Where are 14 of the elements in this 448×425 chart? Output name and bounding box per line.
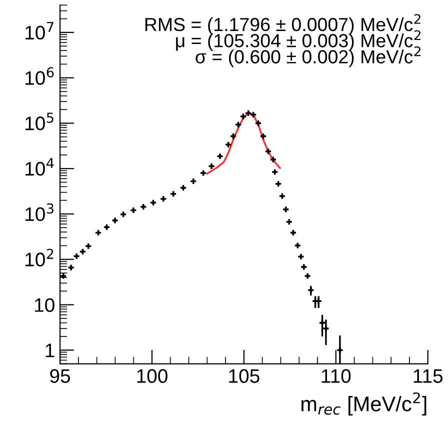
y-tick-label: 10 — [35, 298, 54, 312]
y-tick-label: 10$^{4}$ — [26, 158, 54, 176]
y-tick-label: 10$^{6}$ — [26, 67, 54, 85]
x-tick-label: 95 — [50, 369, 70, 383]
y-tick-label: 10$^{2}$ — [26, 248, 54, 266]
x-axis-title: m$_{rec}$ [MeV/c$^{2}$] — [302, 392, 426, 416]
y-tick-label: 1 — [46, 344, 54, 358]
x-tick-label: 115 — [414, 369, 443, 383]
x-tick-label: 100 — [137, 369, 168, 383]
x-tick-label: 105 — [229, 369, 260, 383]
y-tick-label: 10$^{7}$ — [26, 22, 54, 40]
x-tick-label: 110 — [322, 369, 351, 383]
y-tick-label: 10$^{3}$ — [26, 203, 54, 222]
y-tick-label: 10$^{5}$ — [26, 112, 54, 130]
